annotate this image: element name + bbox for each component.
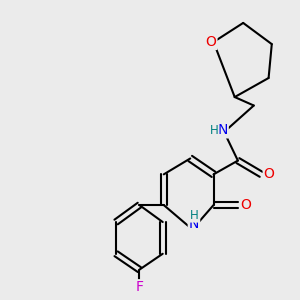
Text: O: O bbox=[206, 35, 216, 49]
Text: O: O bbox=[240, 198, 251, 212]
Text: N: N bbox=[189, 217, 199, 231]
Text: O: O bbox=[264, 167, 274, 182]
Text: H: H bbox=[190, 208, 198, 222]
Text: H: H bbox=[210, 124, 218, 137]
Text: F: F bbox=[135, 280, 143, 294]
Text: N: N bbox=[217, 123, 228, 137]
